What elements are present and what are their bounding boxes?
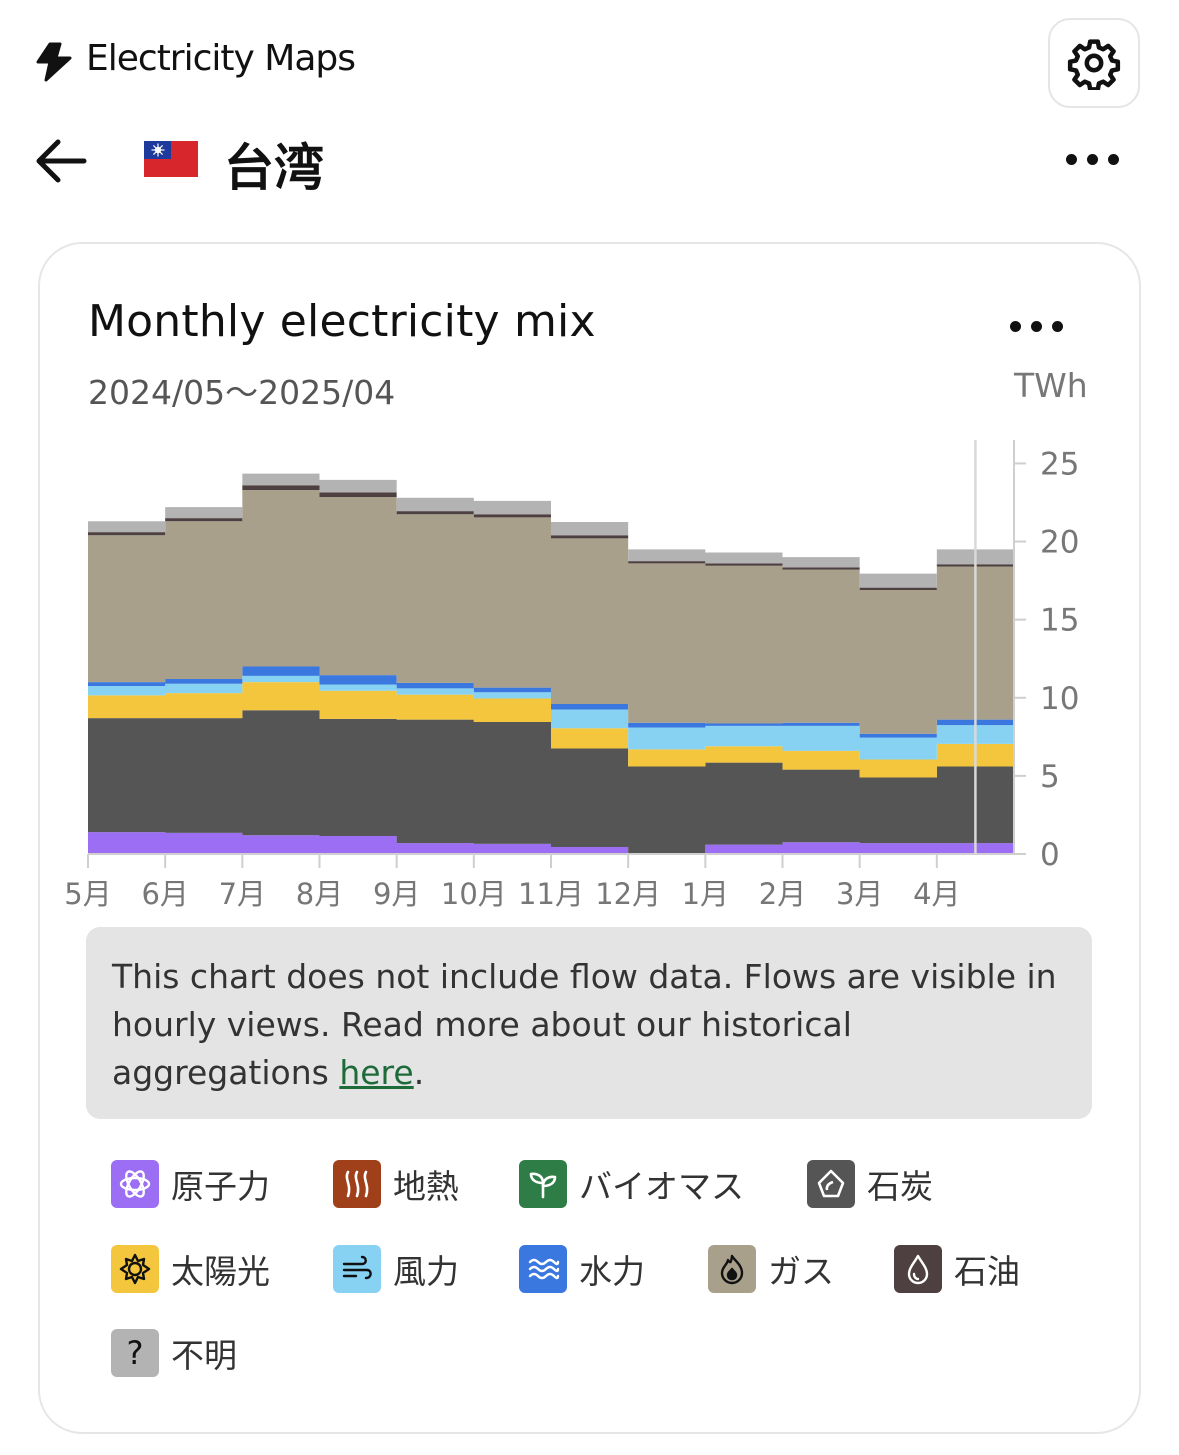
water-icon xyxy=(519,1245,567,1293)
white-sun-icon xyxy=(151,143,164,157)
gear-icon xyxy=(1067,39,1121,90)
legend-label: 不明 xyxy=(171,1336,237,1375)
geothermal-icon xyxy=(333,1160,381,1208)
series-area-2 xyxy=(88,682,1014,778)
drop-icon xyxy=(894,1245,942,1293)
coal-icon xyxy=(807,1160,855,1208)
y-tick-label: 10 xyxy=(1040,681,1079,717)
legend-item-gas[interactable]: ガス xyxy=(708,1245,834,1293)
unit-label: TWh xyxy=(1014,366,1088,405)
legend-label: 水力 xyxy=(579,1252,645,1291)
more-dot-icon xyxy=(1010,320,1021,332)
x-tick-label: 7月 xyxy=(219,877,266,911)
legend-label: バイオマス xyxy=(579,1167,744,1206)
y-tick-label: 5 xyxy=(1040,759,1060,795)
legend-label: ガス xyxy=(768,1252,834,1291)
legend-label: 石油 xyxy=(954,1252,1020,1291)
flame-icon xyxy=(708,1245,756,1293)
stacked-area-chart[interactable]: 0 5 10 15 20 25 5月 6月 7月 8月 9月 10月 11月 12月 1月 2月 3月 4月 xyxy=(60,430,1150,920)
lightning-logo-icon xyxy=(36,42,72,82)
more-dot-icon xyxy=(1031,320,1042,332)
app-name: Electricity Maps xyxy=(86,38,356,79)
x-tick-label: 3月 xyxy=(836,877,883,911)
legend-label: 石炭 xyxy=(867,1167,933,1206)
legend-label: 太陽光 xyxy=(171,1252,270,1291)
card-more-button[interactable] xyxy=(1010,316,1070,336)
legend-item-solar[interactable]: 太陽光 xyxy=(111,1245,270,1293)
y-tick-label: 15 xyxy=(1040,603,1079,639)
x-tick-label: 5月 xyxy=(64,877,111,911)
x-tick-label: 9月 xyxy=(373,877,420,911)
x-tick-label: 2月 xyxy=(759,877,806,911)
legend-label: 原子力 xyxy=(171,1167,270,1206)
legend-label: 風力 xyxy=(393,1252,459,1291)
flow-data-notice: This chart does not include flow data. F… xyxy=(86,927,1092,1119)
y-tick-label: 0 xyxy=(1040,837,1060,873)
series-area-5 xyxy=(88,489,1014,734)
question-icon: ? xyxy=(111,1329,159,1377)
legend-item-hydro[interactable]: 水力 xyxy=(519,1245,645,1293)
legend-item-unknown[interactable]: ? 不明 xyxy=(111,1329,237,1377)
legend-item-wind[interactable]: 風力 xyxy=(333,1245,459,1293)
wind-icon xyxy=(333,1245,381,1293)
legend-item-coal[interactable]: 石炭 xyxy=(807,1160,933,1208)
zone-more-button[interactable] xyxy=(1066,146,1126,172)
x-tick-label: 11月 xyxy=(518,877,584,911)
series-area-4 xyxy=(88,666,1014,738)
atom-icon xyxy=(111,1160,159,1208)
y-tick-label: 25 xyxy=(1040,446,1079,482)
back-arrow-icon[interactable] xyxy=(34,136,88,186)
more-dot-icon xyxy=(1087,153,1098,165)
series-area-3 xyxy=(88,675,1014,760)
legend-item-nuclear[interactable]: 原子力 xyxy=(111,1160,270,1208)
legend-item-oil[interactable]: 石油 xyxy=(894,1245,1020,1293)
more-dot-icon xyxy=(1066,153,1077,165)
series-area-7 xyxy=(88,473,1014,588)
more-dot-icon xyxy=(1052,320,1063,332)
x-tick-label: 10月 xyxy=(441,877,507,911)
x-tick-label: 1月 xyxy=(682,877,729,911)
legend-label: 地熱 xyxy=(393,1167,459,1206)
app-header: Electricity Maps xyxy=(0,0,1179,120)
flag-canton xyxy=(144,141,171,159)
series-area-1 xyxy=(88,710,1014,854)
settings-button[interactable] xyxy=(1048,18,1140,108)
x-tick-label: 12月 xyxy=(595,877,661,911)
y-tick-label: 20 xyxy=(1040,525,1079,561)
series-area-0 xyxy=(88,832,1014,854)
zone-name: 台湾 xyxy=(224,139,324,197)
legend-item-biomass[interactable]: バイオマス xyxy=(519,1160,744,1208)
x-tick-label: 6月 xyxy=(141,877,188,911)
notice-text: This chart does not include flow data. F… xyxy=(112,957,1057,1092)
card-title: Monthly electricity mix xyxy=(88,296,596,347)
x-tick-label: 4月 xyxy=(913,877,960,911)
date-range: 2024/05～2025/04 xyxy=(88,373,396,412)
notice-suffix: . xyxy=(413,1053,425,1092)
taiwan-flag-icon xyxy=(144,141,198,177)
notice-link[interactable]: here xyxy=(339,1053,414,1092)
sun-icon xyxy=(111,1245,159,1293)
x-tick-label: 8月 xyxy=(296,877,343,911)
legend-item-geothermal[interactable]: 地熱 xyxy=(333,1160,459,1208)
more-dot-icon xyxy=(1108,153,1119,165)
sprout-icon xyxy=(519,1160,567,1208)
